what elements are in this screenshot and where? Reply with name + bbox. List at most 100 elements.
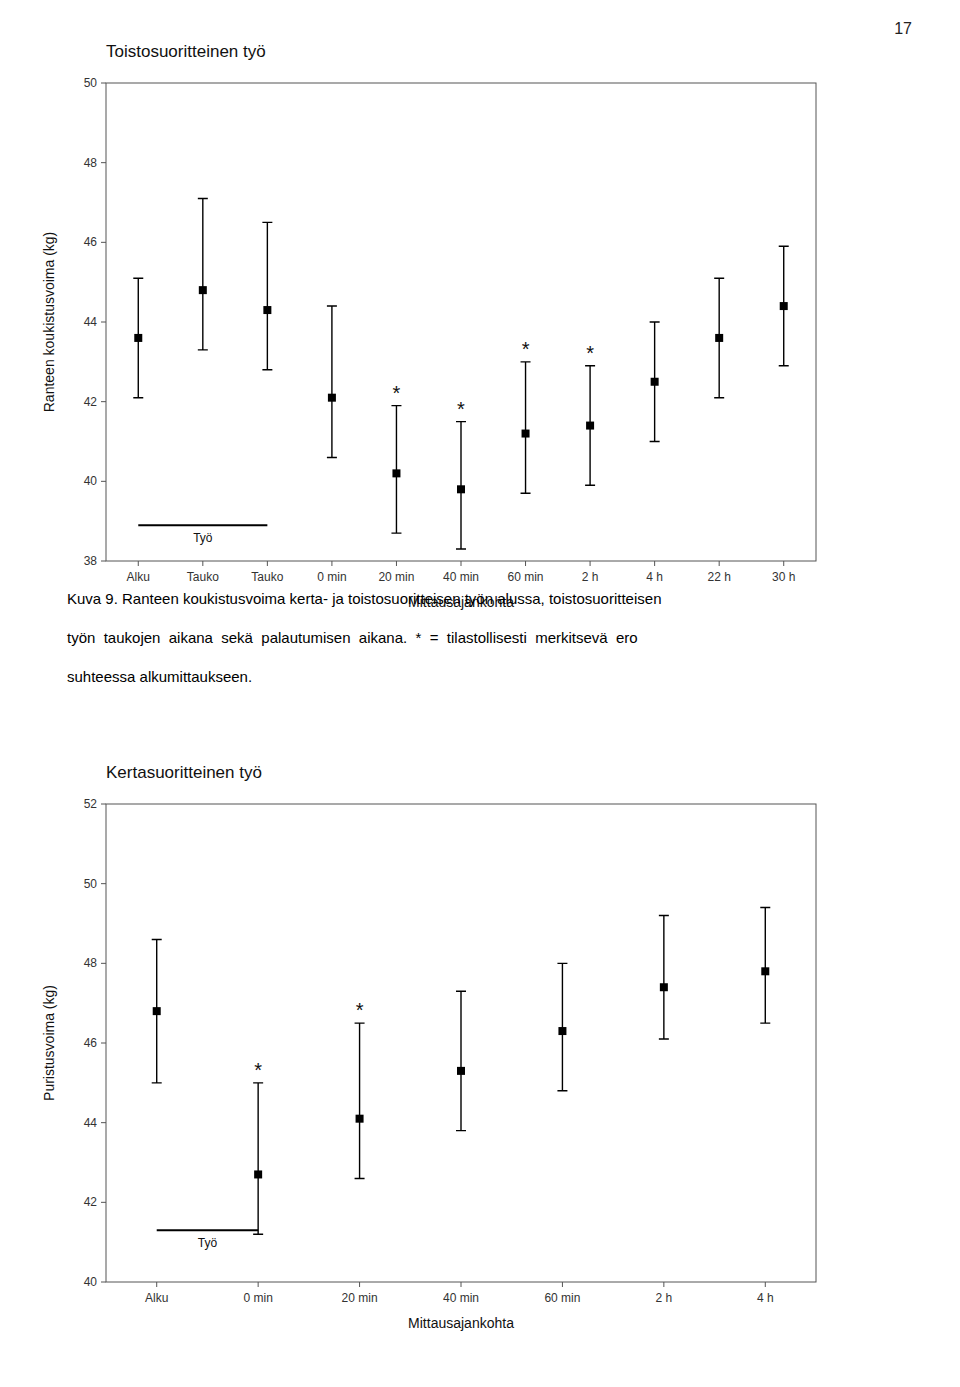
significance-star: * bbox=[254, 1059, 262, 1081]
x-tick-label: 4 h bbox=[757, 1291, 774, 1305]
page-number: 17 bbox=[894, 20, 912, 37]
chart-title: Kertasuoritteinen työ bbox=[106, 763, 262, 782]
x-tick bbox=[156, 1282, 157, 1287]
x-tick-label: 22 h bbox=[708, 570, 731, 584]
x-tick bbox=[267, 561, 268, 566]
y-tick-label: 46 bbox=[84, 1036, 98, 1050]
y-tick bbox=[101, 1282, 106, 1283]
x-tick-label: Tauko bbox=[187, 570, 219, 584]
x-tick bbox=[562, 1282, 563, 1287]
data-point bbox=[457, 485, 465, 493]
error-bar bbox=[456, 422, 466, 549]
y-tick bbox=[101, 1043, 106, 1044]
y-tick-label: 42 bbox=[84, 395, 98, 409]
y-tick-label: 44 bbox=[84, 1116, 98, 1130]
significance-star: * bbox=[522, 338, 530, 360]
marks bbox=[133, 199, 788, 550]
caption-line: Kuva 9. Ranteen koukistusvoima kerta- ja… bbox=[67, 590, 661, 607]
error-bar bbox=[585, 366, 595, 486]
data-point bbox=[586, 422, 594, 430]
data-point bbox=[715, 334, 723, 342]
data-point bbox=[356, 1115, 364, 1123]
error-bar bbox=[779, 246, 789, 366]
x-tick bbox=[783, 561, 784, 566]
error-bar bbox=[253, 1083, 263, 1234]
y-tick bbox=[101, 481, 106, 482]
x-tick-label: Alku bbox=[145, 1291, 168, 1305]
y-tick-label: 42 bbox=[84, 1195, 98, 1209]
data-point bbox=[199, 286, 207, 294]
chart: Toistosuoritteinen työ38404244464850Alku… bbox=[41, 42, 816, 610]
x-tick bbox=[654, 561, 655, 566]
x-tick bbox=[525, 561, 526, 566]
y-tick-label: 44 bbox=[84, 315, 98, 329]
data-point bbox=[761, 967, 769, 975]
x-tick-label: 0 min bbox=[317, 570, 346, 584]
work-period-label: Työ bbox=[193, 531, 213, 545]
y-tick-label: 48 bbox=[84, 956, 98, 970]
data-point bbox=[780, 302, 788, 310]
y-tick bbox=[101, 1202, 106, 1203]
x-tick bbox=[663, 1282, 664, 1287]
data-point bbox=[457, 1067, 465, 1075]
x-tick bbox=[765, 1282, 766, 1287]
x-tick bbox=[590, 561, 591, 566]
x-tick-label: 0 min bbox=[243, 1291, 272, 1305]
y-tick-label: 38 bbox=[84, 554, 98, 568]
data-point bbox=[651, 378, 659, 386]
error-bar bbox=[456, 991, 466, 1130]
data-point bbox=[392, 469, 400, 477]
y-tick bbox=[101, 804, 106, 805]
plot-frame bbox=[106, 83, 816, 561]
y-tick-label: 50 bbox=[84, 76, 98, 90]
chart-title: Toistosuoritteinen työ bbox=[106, 42, 266, 61]
x-tick bbox=[331, 561, 332, 566]
x-tick-label: 40 min bbox=[443, 570, 479, 584]
work-period-line bbox=[138, 524, 267, 526]
y-tick bbox=[101, 883, 106, 884]
y-tick-label: 48 bbox=[84, 156, 98, 170]
x-tick-label: 20 min bbox=[378, 570, 414, 584]
error-bar bbox=[557, 963, 567, 1090]
work-period-label: Työ bbox=[198, 1236, 218, 1250]
data-point bbox=[328, 394, 336, 402]
x-tick-label: 60 min bbox=[508, 570, 544, 584]
error-bar bbox=[760, 908, 770, 1024]
y-tick bbox=[101, 242, 106, 243]
x-tick bbox=[202, 561, 203, 566]
chart: Kertasuoritteinen työ40424446485052Alku0… bbox=[41, 763, 816, 1331]
caption-line: työn taukojen aikana sekä palautumisen a… bbox=[67, 629, 638, 646]
data-point bbox=[558, 1027, 566, 1035]
x-tick-label: 20 min bbox=[342, 1291, 378, 1305]
y-tick-label: 52 bbox=[84, 797, 98, 811]
error-bar bbox=[521, 362, 531, 493]
work-period-line bbox=[157, 1229, 258, 1231]
y-axis-label: Ranteen koukistusvoima (kg) bbox=[41, 232, 57, 413]
x-axis-label: Mittausajankohta bbox=[408, 1315, 514, 1331]
y-tick bbox=[101, 162, 106, 163]
background bbox=[0, 0, 960, 1387]
y-tick bbox=[101, 401, 106, 402]
x-tick-label: Tauko bbox=[251, 570, 283, 584]
data-point bbox=[660, 983, 668, 991]
y-tick bbox=[101, 561, 106, 562]
x-tick bbox=[359, 1282, 360, 1287]
y-tick-label: 50 bbox=[84, 877, 98, 891]
y-tick-label: 40 bbox=[84, 474, 98, 488]
x-tick bbox=[258, 1282, 259, 1287]
data-point bbox=[153, 1007, 161, 1015]
x-tick bbox=[719, 561, 720, 566]
y-axis-label: Puristusvoima (kg) bbox=[41, 985, 57, 1101]
significance-star: * bbox=[457, 398, 465, 420]
x-tick bbox=[461, 561, 462, 566]
x-tick-label: 4 h bbox=[646, 570, 663, 584]
error-bar bbox=[133, 278, 143, 398]
x-tick bbox=[396, 561, 397, 566]
data-point bbox=[522, 430, 530, 438]
data-point bbox=[263, 306, 271, 314]
data-point bbox=[254, 1170, 262, 1178]
y-tick-label: 46 bbox=[84, 235, 98, 249]
marks bbox=[152, 908, 771, 1235]
error-bar bbox=[327, 306, 337, 457]
y-tick bbox=[101, 1122, 106, 1123]
